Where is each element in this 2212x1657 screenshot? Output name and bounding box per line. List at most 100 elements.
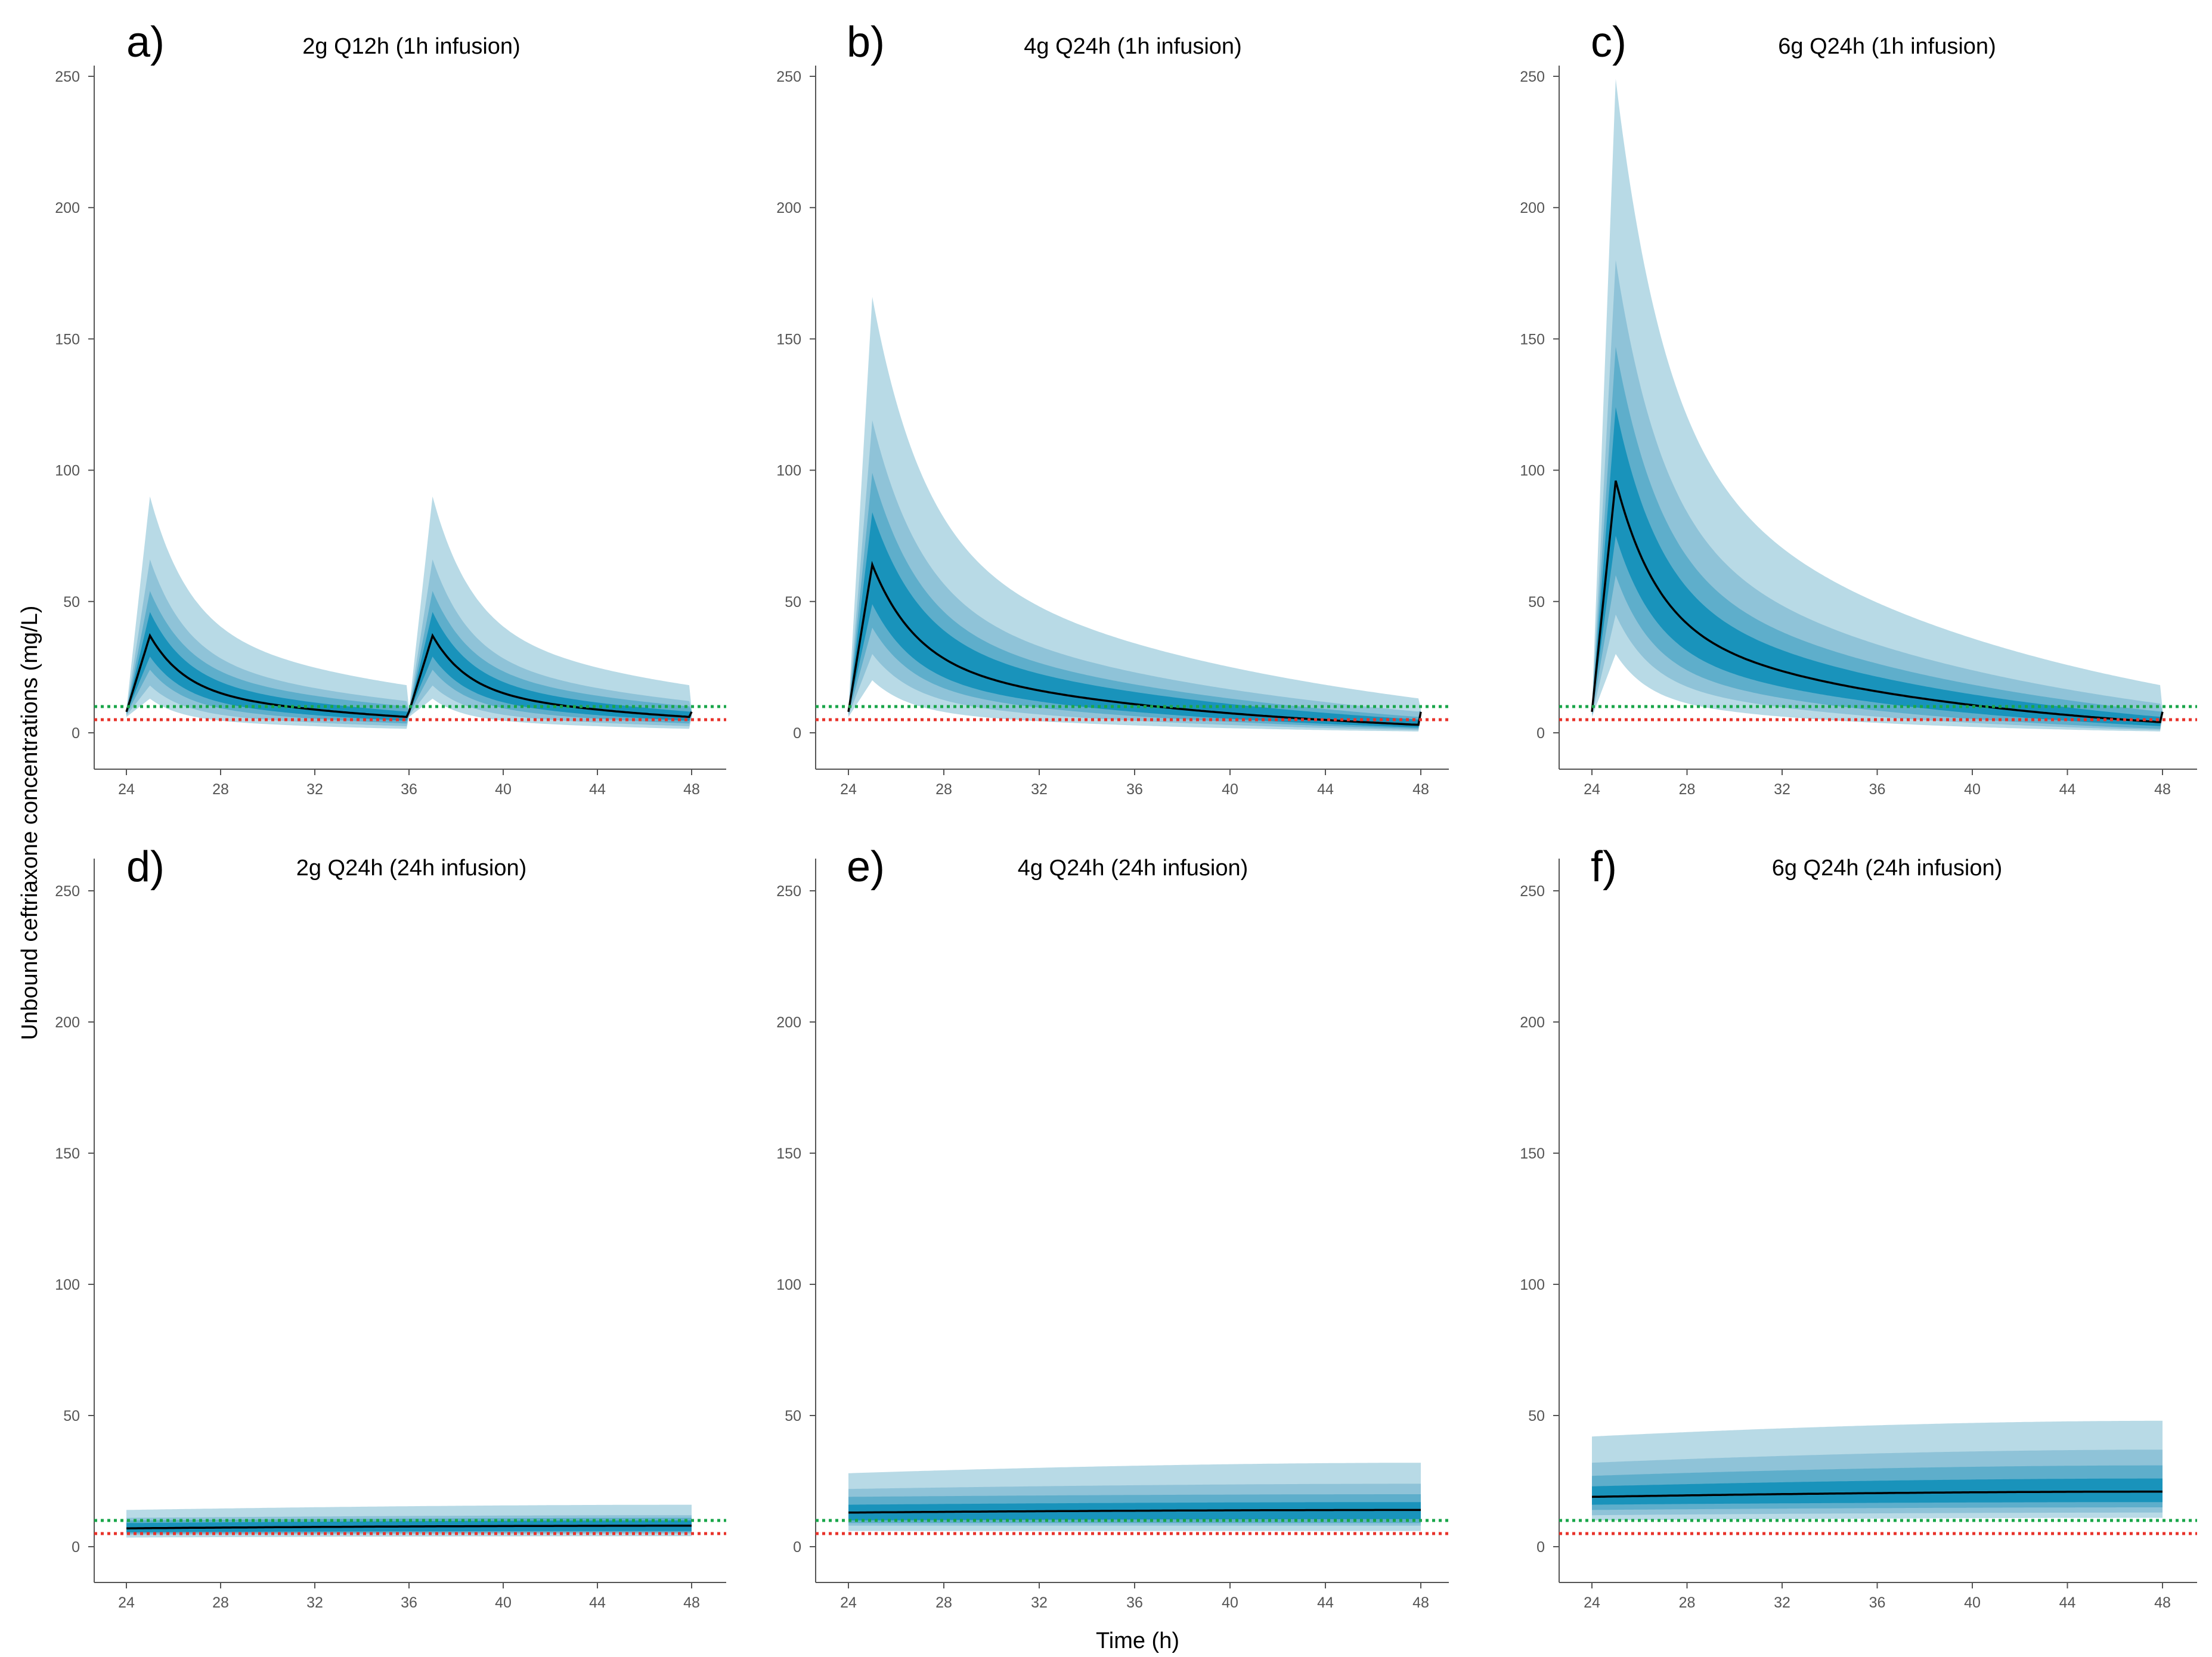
panel-title: 2g Q24h (24h infusion) — [296, 856, 527, 881]
y-tick-label: 150 — [55, 1145, 80, 1162]
median-line — [847, 560, 1422, 726]
x-tick-label: 36 — [1126, 1594, 1143, 1611]
x-tick-label: 32 — [1031, 1594, 1048, 1611]
y-tick-label: 50 — [1528, 594, 1545, 611]
x-tick-label: 32 — [1774, 1594, 1790, 1611]
y-tick-label: 100 — [776, 1277, 801, 1293]
x-tick-label: 32 — [306, 781, 323, 798]
panel-letter: d) — [126, 843, 165, 891]
y-tick-label: 200 — [1520, 200, 1545, 216]
y-tick-label: 50 — [63, 1408, 80, 1424]
x-tick-label: 44 — [589, 781, 606, 798]
y-tick-label: 50 — [785, 594, 801, 611]
x-tick-label: 48 — [1412, 1594, 1429, 1611]
band-inner — [1592, 1478, 2163, 1505]
panel-letter: b) — [847, 18, 885, 66]
x-tick-label: 44 — [2059, 781, 2076, 798]
band-outer — [848, 296, 1421, 732]
y-tick-label: 150 — [1520, 1145, 1545, 1162]
y-tick-label: 250 — [776, 883, 801, 900]
median-line — [848, 1509, 1421, 1514]
x-axis-title: Time (h) — [1096, 1628, 1179, 1653]
y-tick-label: 100 — [55, 463, 80, 479]
panel-title: 2g Q12h (1h infusion) — [302, 34, 520, 59]
x-tick-label: 36 — [401, 781, 417, 798]
y-tick-label: 200 — [55, 1014, 80, 1031]
x-tick-label: 36 — [1126, 781, 1143, 798]
y-tick-label: 100 — [1520, 463, 1545, 479]
band-inner-mid — [126, 591, 692, 724]
y-tick-label: 50 — [63, 594, 80, 611]
panel-letter: a) — [126, 18, 165, 66]
x-tick-label: 32 — [1774, 781, 1790, 798]
panel-title: 6g Q24h (24h infusion) — [1772, 856, 2003, 881]
x-tick-label: 40 — [1222, 1594, 1238, 1611]
x-tick-label: 24 — [1584, 781, 1600, 798]
x-tick-label: 28 — [1679, 1594, 1696, 1611]
x-tick-label: 28 — [212, 781, 229, 798]
y-tick-label: 0 — [72, 725, 80, 742]
y-tick-label: 200 — [55, 200, 80, 216]
y-tick-label: 150 — [776, 1145, 801, 1162]
y-tick-label: 0 — [1536, 1539, 1545, 1556]
x-tick-label: 40 — [495, 1594, 512, 1611]
y-tick-label: 50 — [1528, 1408, 1545, 1424]
y-tick-label: 150 — [55, 331, 80, 348]
x-tick-label: 24 — [118, 1594, 135, 1611]
x-tick-label: 24 — [118, 781, 135, 798]
x-tick-label: 40 — [1964, 1594, 1981, 1611]
y-tick-label: 150 — [776, 331, 801, 348]
y-tick-label: 150 — [1520, 331, 1545, 348]
panel-letter: e) — [847, 843, 885, 891]
x-tick-label: 28 — [212, 1594, 229, 1611]
chart-panel-d: 0 50 100 150 200 250 24 28 32 36 40 44 48 d) 2g Q24h (… — [55, 843, 726, 1611]
x-tick-label: 44 — [589, 1594, 606, 1611]
y-tick-label: 200 — [776, 200, 801, 216]
x-tick-label: 36 — [401, 1594, 417, 1611]
x-tick-label: 48 — [2154, 1594, 2171, 1611]
x-tick-label: 44 — [1317, 781, 1334, 798]
median-line — [1591, 480, 2164, 723]
chart-panel-e: 0 50 100 150 200 250 24 28 32 36 40 44 48 e) 4g Q24h (… — [776, 843, 1449, 1611]
chart-panel-c: 0 50 100 150 200 250 24 28 32 36 40 44 48 c) 6g Q24h (… — [1520, 18, 2197, 798]
x-tick-label: 48 — [1412, 781, 1429, 798]
y-tick-label: 50 — [785, 1408, 801, 1424]
band-outer — [126, 496, 692, 729]
x-tick-label: 44 — [1317, 1594, 1334, 1611]
panel-letter: f) — [1591, 843, 1617, 891]
y-tick-label: 200 — [1520, 1014, 1545, 1031]
x-tick-label: 40 — [1964, 781, 1981, 798]
panel-title: 4g Q24h (1h infusion) — [1024, 34, 1241, 59]
y-tick-label: 250 — [55, 69, 80, 85]
chart-panel-a: 0 50 100 150 200 250 24 28 32 36 40 44 48 a) 2g Q12h (… — [55, 18, 726, 798]
y-tick-label: 0 — [793, 1539, 801, 1556]
x-tick-label: 36 — [1869, 1594, 1886, 1611]
panel-title: 4g Q24h (24h infusion) — [1018, 856, 1248, 881]
x-tick-label: 40 — [1222, 781, 1238, 798]
chart-panel-b: 0 50 100 150 200 250 24 28 32 36 40 44 48 b) 4g Q24h (… — [776, 18, 1449, 798]
x-tick-label: 28 — [935, 781, 952, 798]
x-tick-label: 48 — [683, 781, 700, 798]
band-middle — [126, 559, 692, 726]
y-tick-label: 0 — [72, 1539, 80, 1556]
x-tick-label: 28 — [1679, 781, 1696, 798]
y-tick-label: 100 — [1520, 1277, 1545, 1293]
y-tick-label: 250 — [55, 883, 80, 900]
x-tick-label: 24 — [1584, 1594, 1600, 1611]
x-tick-label: 44 — [2059, 1594, 2076, 1611]
x-tick-label: 32 — [306, 1594, 323, 1611]
x-tick-label: 24 — [840, 781, 857, 798]
y-tick-label: 0 — [1536, 725, 1545, 742]
x-tick-label: 40 — [495, 781, 512, 798]
median-line — [1591, 1490, 2163, 1498]
band-inner — [1592, 407, 2163, 726]
y-tick-label: 200 — [776, 1014, 801, 1031]
x-tick-label: 32 — [1031, 781, 1048, 798]
chart-panel-f: 0 50 100 150 200 250 24 28 32 36 40 44 48 f) 6g Q24h (… — [1520, 843, 2197, 1611]
y-tick-label: 250 — [1520, 883, 1545, 900]
x-tick-label: 48 — [2154, 781, 2171, 798]
band-inner — [848, 512, 1421, 728]
y-tick-label: 100 — [55, 1277, 80, 1293]
y-tick-label: 100 — [776, 463, 801, 479]
